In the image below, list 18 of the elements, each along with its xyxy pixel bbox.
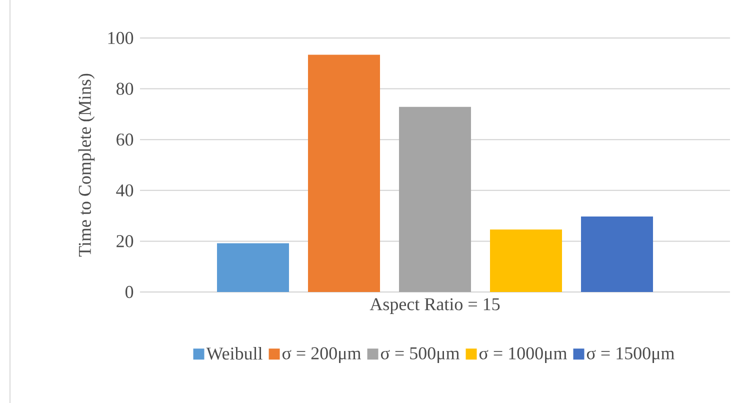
y-tick-label: 20 <box>116 235 134 248</box>
legend-label: σ = 500μm <box>380 347 460 364</box>
legend-label: σ = 1500μm <box>586 347 674 364</box>
bar <box>490 230 562 292</box>
x-tick-label: Aspect Ratio = 15 <box>370 298 500 314</box>
bar <box>217 243 289 292</box>
y-tick-label: 80 <box>116 82 134 95</box>
y-axis-title: Time to Complete (Mins) <box>78 74 95 257</box>
bar <box>581 216 654 292</box>
y-tick-label: 40 <box>116 184 134 196</box>
y-tick-label: 60 <box>116 134 134 146</box>
y-tick-label: 0 <box>125 286 134 298</box>
legend-label: σ = 1000μm <box>479 347 567 364</box>
legend-label: σ = 200μm <box>282 347 361 364</box>
bar <box>308 54 380 292</box>
y-tick-label: 100 <box>108 32 134 44</box>
legend-label: Weibull <box>206 346 262 360</box>
bar <box>399 106 472 292</box>
